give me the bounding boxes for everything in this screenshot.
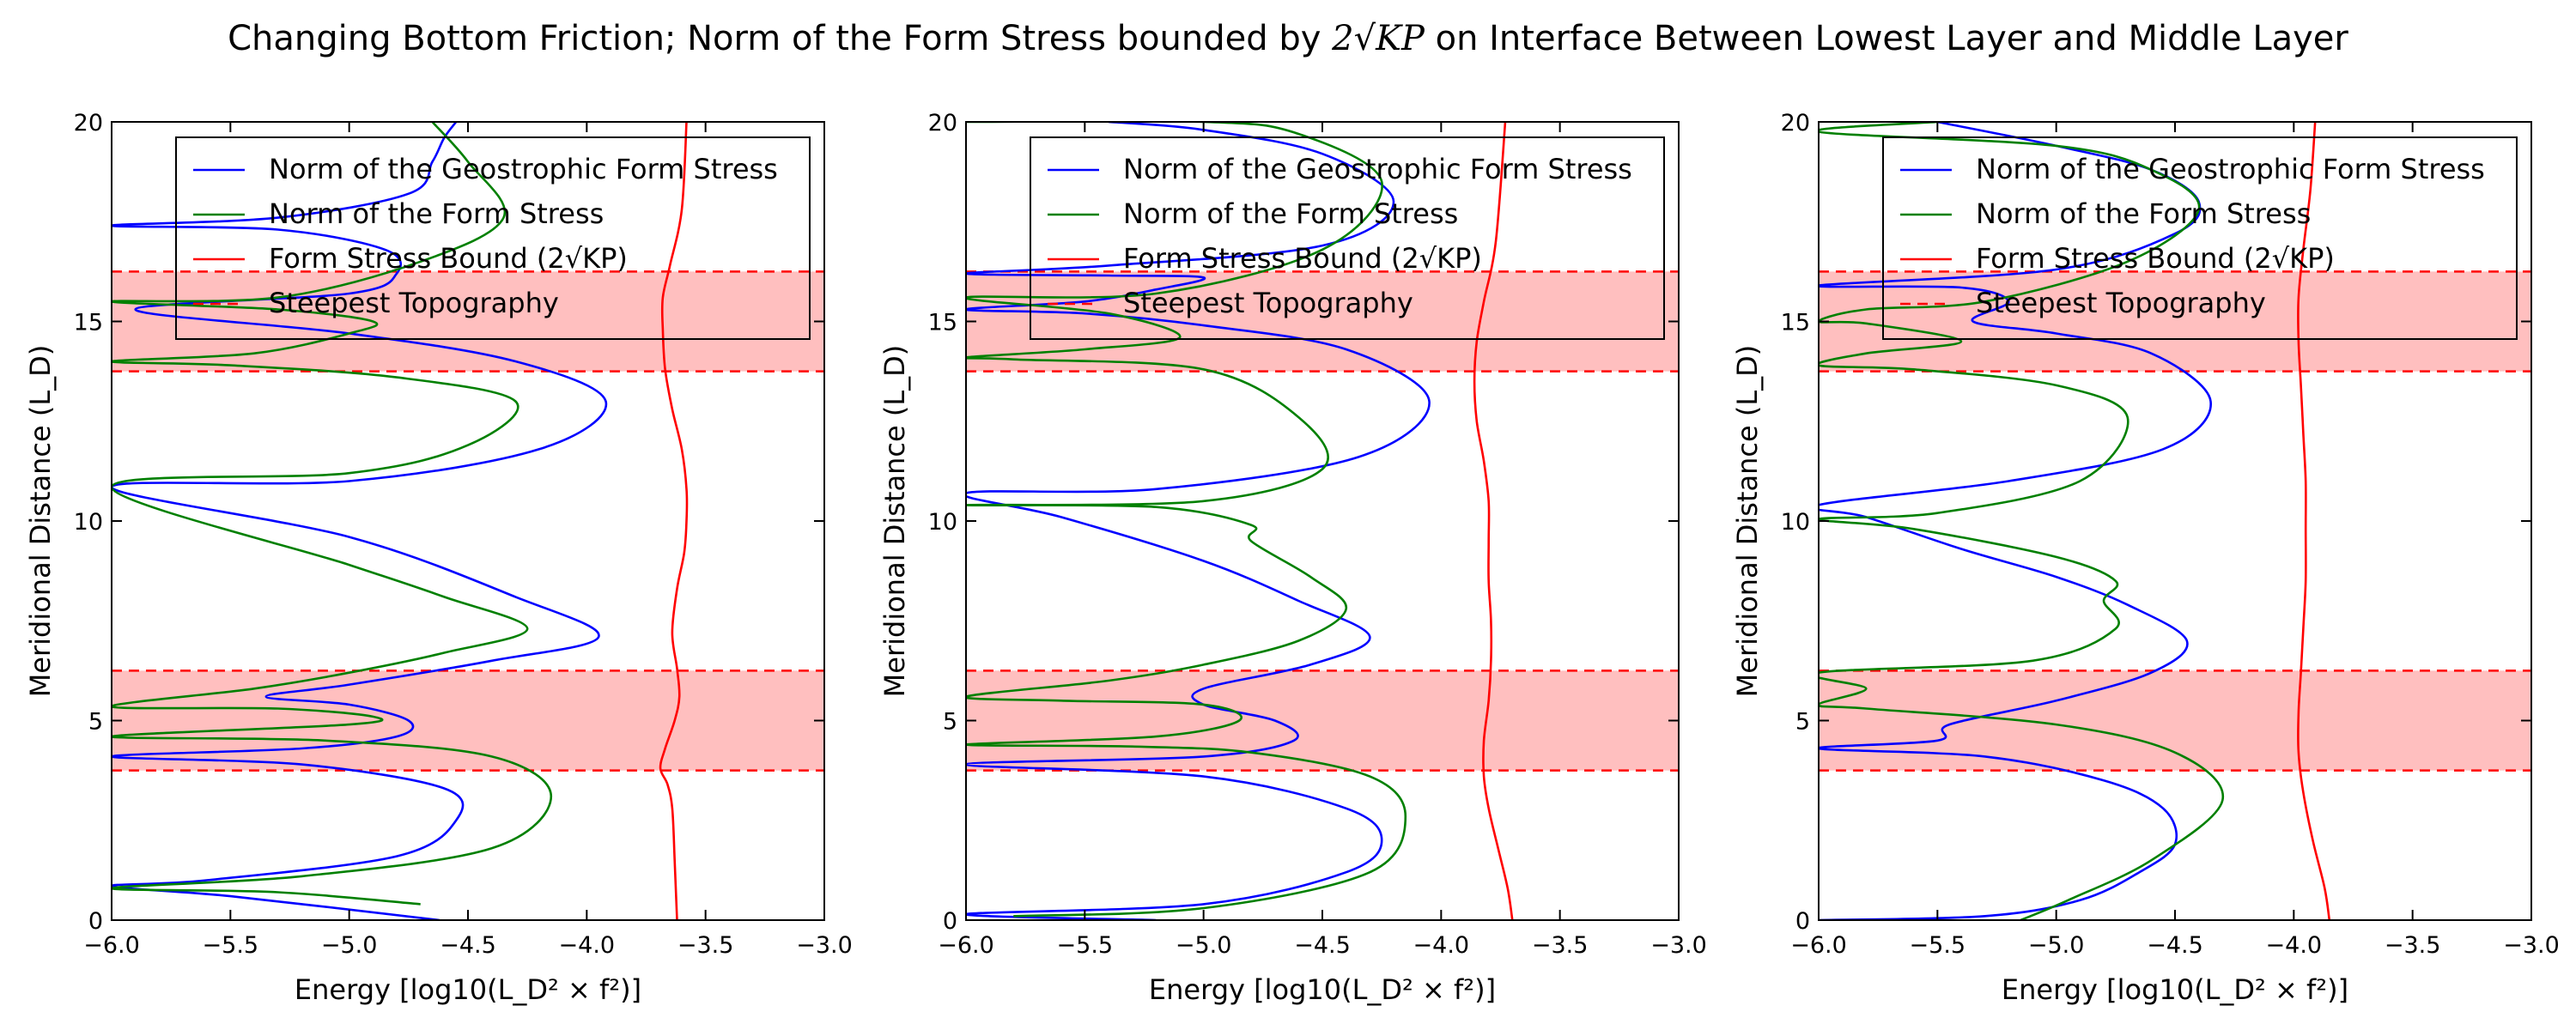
series-line-2: [1819, 122, 2225, 920]
x-tick-label: −6.0: [1790, 932, 1847, 959]
x-tick-label: −4.5: [1294, 932, 1351, 959]
x-tick-label: −5.0: [1176, 932, 1232, 959]
topography-band: [1819, 670, 2531, 771]
legend: Norm of the Geostrophic Form Stress Norm …: [175, 136, 811, 340]
x-tick-label: −5.5: [1910, 932, 1966, 959]
legend-label: Steepest Topography: [1123, 287, 1413, 319]
x-tick-label: −5.0: [2028, 932, 2085, 959]
x-tick-label: −3.0: [2503, 932, 2560, 959]
y-tick-label: 0: [88, 908, 103, 935]
legend-frame: [1882, 136, 2518, 340]
figure-title: Changing Bottom Friction; Norm of the Fo…: [0, 19, 2576, 58]
legend-label: Norm of the Form Stress: [1976, 197, 2311, 230]
x-tick-label: −6.0: [938, 932, 994, 959]
legend-label: Steepest Topography: [1976, 287, 2266, 319]
series-line-2: [966, 122, 1407, 918]
figure-title-suffix: on Interface Between Lowest Layer and Mi…: [1424, 19, 2348, 58]
y-axis-label: Meridional Distance (L_D): [1731, 345, 1764, 698]
legend: Norm of the Geostrophic Form Stress Norm …: [1030, 136, 1665, 340]
y-axis-label: Meridional Distance (L_D): [878, 345, 911, 698]
y-tick-label: 20: [1781, 110, 1810, 136]
y-axis-label: Meridional Distance (L_D): [24, 345, 57, 698]
legend-label: Norm of the Form Stress: [1123, 197, 1458, 230]
legend: Norm of the Geostrophic Form Stress Norm …: [1882, 136, 2518, 340]
legend-label: Norm of the Form Stress: [269, 197, 604, 230]
y-tick-label: 10: [928, 509, 957, 536]
series-line-3: [2297, 122, 2331, 920]
legend-label: Norm of the Geostrophic Form Stress: [1123, 153, 1632, 185]
legend-frame: [1030, 136, 1665, 340]
x-tick-label: −3.5: [677, 932, 734, 959]
x-tick-label: −3.0: [796, 932, 853, 959]
legend-label: Steepest Topography: [269, 287, 559, 319]
series-group: [966, 122, 1514, 920]
x-tick-label: −3.5: [2385, 932, 2441, 959]
x-tick-label: −3.5: [1532, 932, 1589, 959]
y-tick-label: 20: [74, 110, 103, 136]
x-tick-label: −5.5: [203, 932, 259, 959]
topography-band: [112, 670, 824, 771]
figure-title-prefix: Changing Bottom Friction; Norm of the Fo…: [228, 19, 1333, 58]
figure-title-math: 2√KP: [1332, 19, 1425, 58]
legend-frame: [175, 136, 811, 340]
legend-label: Form Stress Bound (2√KP): [1123, 242, 1482, 275]
topography-band: [966, 271, 1679, 372]
y-tick-label: 0: [1795, 908, 1810, 935]
y-tick-label: 10: [74, 509, 103, 536]
y-tick-label: 15: [928, 310, 957, 336]
topography-band: [1819, 271, 2531, 372]
y-tick-label: 5: [943, 709, 957, 736]
subplot-2: −6.0 −5.5 −5.0 −4.5 −4.0 −3.5 −3.0 0 5 10 15 20 Ener…: [878, 110, 1707, 1006]
y-tick-label: 15: [1781, 310, 1810, 336]
series-line-2: [112, 122, 553, 906]
legend-label: Form Stress Bound (2√KP): [269, 242, 628, 275]
topography-band: [966, 670, 1679, 771]
y-tick-label: 5: [88, 709, 103, 736]
x-tick-label: −5.5: [1057, 932, 1114, 959]
x-axis-label: Energy [log10(L_D² × f²)]: [295, 973, 641, 1006]
subplot-1: −6.0 −5.5 −5.0 −4.5 −4.0 −3.5 −3.0 0 5 10 15 20 Ener…: [24, 110, 853, 1006]
x-tick-label: −6.0: [83, 932, 140, 959]
series-line-3: [1473, 122, 1514, 920]
y-tick-label: 20: [928, 110, 957, 136]
x-tick-label: −5.0: [321, 932, 378, 959]
y-tick-label: 10: [1781, 509, 1810, 536]
x-tick-label: −4.5: [440, 932, 496, 959]
legend-label: Norm of the Geostrophic Form Stress: [269, 153, 778, 185]
x-axis-label: Energy [log10(L_D² × f²)]: [2002, 973, 2348, 1006]
x-tick-label: −4.5: [2147, 932, 2203, 959]
x-tick-label: −4.0: [2266, 932, 2323, 959]
series-line-1: [112, 122, 608, 920]
x-tick-label: −4.0: [559, 932, 616, 959]
x-axis-label: Energy [log10(L_D² × f²)]: [1149, 973, 1496, 1006]
legend-label: Form Stress Bound (2√KP): [1976, 242, 2335, 275]
y-tick-label: 5: [1795, 709, 1810, 736]
y-tick-label: 15: [74, 310, 103, 336]
series-group: [112, 122, 689, 920]
series-line-3: [659, 122, 689, 920]
subplot-3: −6.0 −5.5 −5.0 −4.5 −4.0 −3.5 −3.0 0 5 10 15 20 Ener…: [1731, 110, 2560, 1006]
x-tick-label: −4.0: [1413, 932, 1470, 959]
series-group: [1819, 122, 2331, 920]
legend-label: Norm of the Geostrophic Form Stress: [1976, 153, 2485, 185]
x-tick-label: −3.0: [1650, 932, 1707, 959]
y-tick-label: 0: [943, 908, 957, 935]
